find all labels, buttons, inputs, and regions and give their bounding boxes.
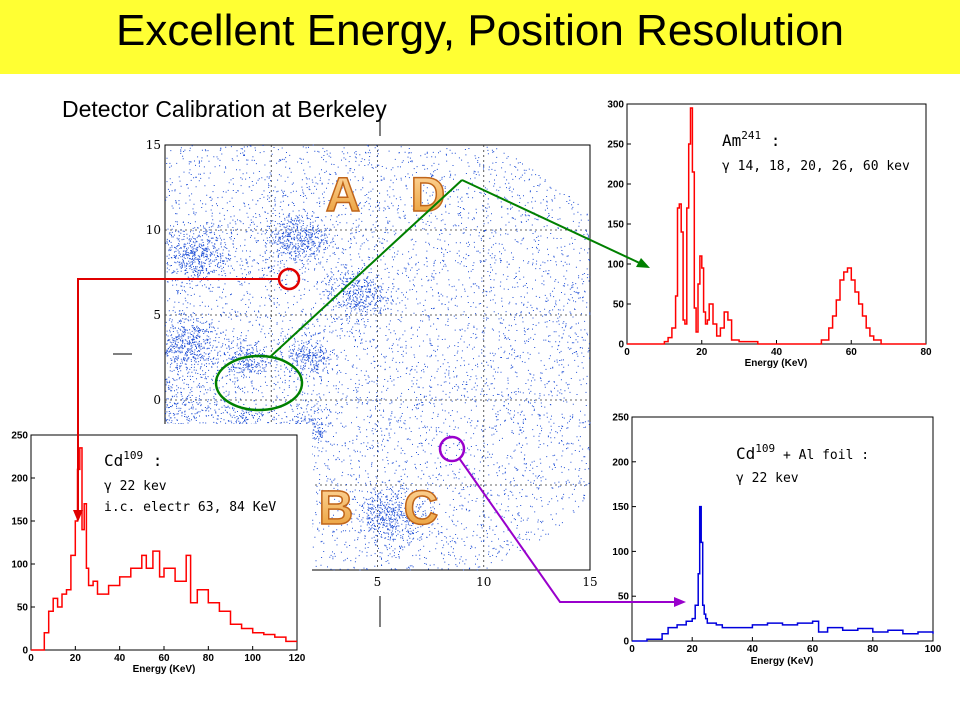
callout-connectors bbox=[73, 179, 686, 607]
cd109-y-tick-label: 100 bbox=[11, 560, 28, 571]
scatter-x-tick-label: 5 bbox=[374, 575, 382, 589]
cd109-y-tick-label: 50 bbox=[17, 603, 29, 614]
quadrant-label-b: B bbox=[319, 482, 354, 535]
cd109-y-tick-label: 150 bbox=[11, 517, 28, 528]
am241-y-tick-label: 200 bbox=[607, 180, 624, 191]
cd109-al-plot-frame bbox=[631, 416, 934, 642]
am241-y-tick-label: 250 bbox=[607, 140, 624, 151]
am241-spectrum-line bbox=[627, 107, 926, 345]
scatter-y-tick-label: 5 bbox=[153, 308, 161, 322]
am241-y-tick-label: 150 bbox=[607, 220, 624, 231]
am241-isotope: Am bbox=[722, 131, 741, 150]
slide-subtitle: Detector Calibration at Berkeley bbox=[62, 96, 387, 122]
cd109-al-x-tick-label: 60 bbox=[807, 644, 819, 655]
red-arrowhead bbox=[73, 510, 83, 522]
am241-mass-number: 241 bbox=[741, 129, 761, 142]
am241-annotation-gamma: γ 14, 18, 20, 26, 60 kev bbox=[722, 159, 910, 174]
scatter-y-tick-label: 15 bbox=[146, 138, 161, 152]
am241-y-tick-label: 0 bbox=[618, 340, 624, 351]
cd109-al-y-tick-label: 0 bbox=[623, 637, 629, 648]
purple-connector-line bbox=[458, 457, 681, 603]
cd109-y-tick-label: 200 bbox=[11, 474, 28, 485]
cd109-al-annotation-gamma: γ 22 kev bbox=[736, 471, 799, 486]
cd109-source-highlight-circle bbox=[277, 267, 301, 291]
cd109-spectrum-panel: 0 20 40 60 80 100 120 0 50 100 150 200 250 Energy (K… bbox=[2, 424, 312, 676]
cd109-al-x-tick-label: 80 bbox=[867, 644, 879, 655]
cd109-al-x-tick-label: 100 bbox=[925, 644, 942, 655]
cd109-al-y-tick-label: 150 bbox=[612, 502, 629, 513]
cluster-a-highlight-ellipse bbox=[214, 354, 304, 412]
cd109-x-tick-label: 120 bbox=[289, 653, 306, 664]
am241-x-tick-label: 40 bbox=[771, 347, 783, 358]
cd109-al-mass-number: 109 bbox=[755, 442, 775, 455]
cd109-al-isotope: Cd bbox=[736, 444, 755, 463]
scatter-x-tick-label: 10 bbox=[476, 575, 491, 589]
cd109-isotope: Cd bbox=[104, 451, 123, 470]
scatter-y-tick-label: 0 bbox=[153, 393, 161, 407]
am241-x-tick-label: 0 bbox=[624, 347, 630, 358]
am241-x-tick-label: 80 bbox=[920, 347, 932, 358]
scatter-x-tick-label: 15 bbox=[582, 575, 597, 589]
cd109-al-annotation-title: Cd109 + Al foil : bbox=[736, 442, 869, 463]
am241-annotation-title: Am241 : bbox=[722, 129, 780, 150]
cd109-annotation-gamma: γ 22 kev bbox=[104, 479, 167, 494]
quadrant-label-d: D bbox=[411, 169, 446, 222]
cd109-mass-number: 109 bbox=[123, 449, 143, 462]
cd109-annotation-title: Cd109 : bbox=[104, 449, 162, 470]
red-connector-line bbox=[77, 278, 279, 517]
am241-annotation-suffix: : bbox=[761, 131, 780, 150]
green-connector-line bbox=[269, 179, 463, 358]
am241-y-tick-label: 100 bbox=[607, 260, 624, 271]
cd109-x-tick-label: 80 bbox=[203, 653, 215, 664]
cd109-al-spectrum-panel: 0 20 40 60 80 100 0 50 100 150 200 250 Energy (KeV)… bbox=[598, 408, 943, 672]
cd109-al-annotation-suffix: + Al foil : bbox=[775, 448, 869, 463]
am241-x-tick-label: 20 bbox=[696, 347, 708, 358]
am241-spectrum-panel: 0 20 40 60 80 0 50 100 150 200 250 300 Energy (KeV)… bbox=[596, 90, 941, 378]
quadrant-label-c: C bbox=[404, 482, 439, 535]
cd109-al-spectrum-line bbox=[632, 505, 934, 642]
am241-x-tick-label: 60 bbox=[846, 347, 858, 358]
am241-xlabel: Energy (KeV) bbox=[745, 358, 808, 369]
cd109-annotation-suffix: : bbox=[143, 451, 162, 470]
slide-title: Excellent Energy, Position Resolution bbox=[115, 6, 845, 55]
cd109-al-y-tick-label: 100 bbox=[612, 547, 629, 558]
cd109-x-tick-label: 60 bbox=[158, 653, 170, 664]
green-connector-arrow-line bbox=[461, 179, 647, 267]
cd109-y-tick-label: 0 bbox=[22, 646, 28, 657]
quadrant-label-a: A bbox=[326, 169, 361, 222]
cd109-al-x-tick-label: 20 bbox=[687, 644, 699, 655]
cd109-al-x-tick-label: 40 bbox=[747, 644, 759, 655]
cd109-al-y-tick-label: 200 bbox=[612, 457, 629, 468]
cd109-al-axis-ticks: 0 20 40 60 80 100 0 50 100 150 200 250 bbox=[612, 413, 941, 656]
cd109-x-tick-label: 0 bbox=[28, 653, 34, 664]
am241-y-tick-label: 50 bbox=[613, 300, 625, 311]
cd109-axis-ticks: 0 20 40 60 80 100 120 0 50 100 150 200 250 bbox=[11, 431, 305, 665]
scatter-y-tick-label: 10 bbox=[146, 223, 161, 237]
cd109-plot-frame bbox=[30, 434, 298, 651]
cd109-y-tick-label: 250 bbox=[11, 431, 28, 442]
cd109-al-x-tick-label: 0 bbox=[629, 644, 635, 655]
am241-y-tick-label: 300 bbox=[607, 100, 624, 111]
cd109-al-y-tick-label: 250 bbox=[612, 413, 629, 424]
am241-axis-ticks: 0 20 40 60 80 0 50 100 150 200 250 300 bbox=[607, 100, 932, 359]
title-bar bbox=[0, 0, 960, 74]
cd109-x-tick-label: 40 bbox=[114, 653, 126, 664]
cd109-al-source-highlight-circle bbox=[438, 435, 466, 463]
cd109-al-xlabel: Energy (KeV) bbox=[751, 656, 814, 667]
green-arrowhead bbox=[636, 258, 650, 268]
purple-arrowhead bbox=[674, 597, 686, 607]
cd109-xlabel: Energy (KeV) bbox=[133, 664, 196, 675]
cd109-al-y-tick-label: 50 bbox=[618, 592, 630, 603]
cd109-x-tick-label: 20 bbox=[70, 653, 82, 664]
cd109-annotation-extra: i.c. electr 63, 84 KeV bbox=[104, 500, 276, 515]
cd109-spectrum-line bbox=[31, 447, 297, 651]
cd109-x-tick-label: 100 bbox=[244, 653, 261, 664]
